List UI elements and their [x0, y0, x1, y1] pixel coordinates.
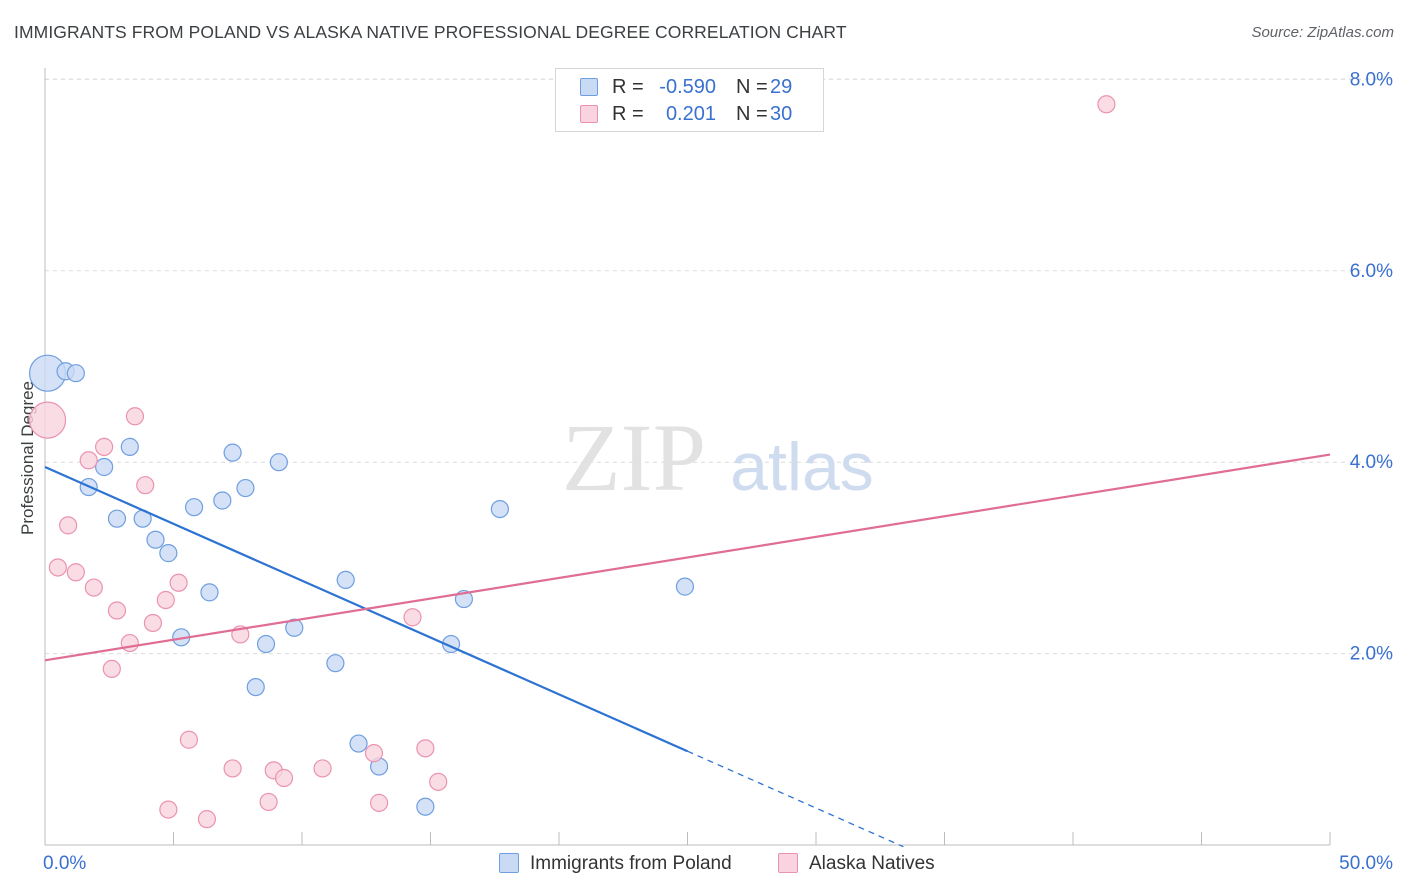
point-poland: [246, 677, 265, 697]
point-poland: [66, 364, 85, 383]
point-poland: [490, 499, 509, 519]
point-alaska: [79, 451, 98, 470]
legend-swatch-blue: [580, 78, 598, 96]
point-alaska: [223, 759, 242, 778]
point-alaska: [102, 659, 121, 679]
point-poland: [256, 634, 276, 654]
point-poland: [675, 577, 695, 596]
point-alaska: [84, 578, 103, 597]
point-alaska: [95, 437, 114, 456]
gridlines: [45, 78, 1392, 655]
trend-lines: [44, 453, 1331, 848]
point-alaska: [66, 563, 85, 582]
point-alaska: [48, 558, 67, 577]
point-poland: [184, 498, 204, 517]
point-alaska: [159, 800, 178, 819]
y-tick-label: 2.0%: [1350, 644, 1393, 665]
source-label: Source: ZipAtlas.com: [1251, 24, 1394, 41]
bottom-legend-label: Immigrants from Poland: [530, 853, 732, 874]
point-poland: [326, 654, 345, 673]
point-poland: [349, 734, 368, 753]
trend-line-poland-extension: [687, 750, 904, 848]
point-poland: [200, 583, 219, 602]
point-alaska: [136, 476, 155, 495]
legend-n-value: 30: [770, 103, 793, 125]
point-alaska: [1097, 95, 1116, 114]
legend-r-label: R =: [612, 76, 644, 98]
point-poland: [146, 530, 165, 549]
legend-n-label: N =: [736, 76, 768, 98]
point-alaska: [107, 601, 127, 620]
point-poland: [107, 509, 127, 528]
point-poland: [416, 797, 435, 816]
watermark: ZIP atlas: [562, 404, 874, 511]
point-poland: [213, 491, 232, 510]
watermark-atlas: atlas: [730, 429, 874, 505]
chart-title: IMMIGRANTS FROM POLAND VS ALASKA NATIVE …: [14, 22, 847, 42]
point-alaska: [313, 759, 332, 778]
trend-line-alaska: [44, 453, 1331, 662]
point-alaska: [59, 516, 78, 535]
watermark-zip: ZIP: [562, 404, 706, 511]
point-alaska: [370, 793, 389, 812]
bottom-legend-label: Alaska Natives: [809, 853, 935, 874]
point-poland: [120, 437, 139, 456]
point-alaska: [364, 744, 384, 763]
point-alaska: [179, 730, 199, 749]
bottom-legend-swatch-pink: [778, 853, 798, 873]
point-alaska: [125, 407, 145, 426]
point-alaska: [259, 792, 278, 812]
points: [28, 95, 1116, 829]
point-poland: [336, 570, 355, 590]
legend-r-value: 0.201: [665, 103, 716, 125]
y-tick-label: 8.0%: [1350, 69, 1393, 90]
point-alaska: [120, 633, 139, 653]
point-poland: [159, 544, 178, 563]
point-alaska: [156, 590, 175, 610]
legend-r-value: -0.590: [659, 76, 716, 98]
point-alaska: [28, 401, 67, 439]
stats-legend: R = -0.590 N = 29 R = 0.201 N = 30: [555, 68, 824, 132]
y-tick-label: 6.0%: [1350, 261, 1393, 282]
point-poland: [236, 478, 255, 498]
tick-labels: 2.0% 4.0% 6.0% 8.0% 0.0% 50.0%: [43, 69, 1393, 874]
axes: [44, 68, 1331, 846]
point-alaska: [169, 573, 188, 592]
point-alaska: [416, 739, 435, 758]
point-alaska: [429, 772, 448, 791]
legend-n-value: 29: [770, 76, 793, 98]
x-tick-label: 0.0%: [43, 853, 86, 874]
legend-n-label: N =: [736, 103, 768, 125]
y-tick-label: 4.0%: [1350, 452, 1393, 473]
bottom-legend-swatch-blue: [499, 853, 519, 873]
point-poland: [285, 618, 304, 637]
point-alaska: [403, 608, 422, 627]
legend-r-label: R =: [612, 103, 644, 125]
point-poland: [223, 443, 242, 462]
point-poland: [95, 457, 114, 477]
point-alaska: [143, 613, 163, 633]
x-tick-label: 50.0%: [1339, 853, 1393, 874]
point-alaska: [274, 768, 294, 788]
point-alaska: [197, 810, 217, 829]
point-poland: [269, 453, 288, 472]
legend-swatch-pink: [580, 105, 598, 123]
